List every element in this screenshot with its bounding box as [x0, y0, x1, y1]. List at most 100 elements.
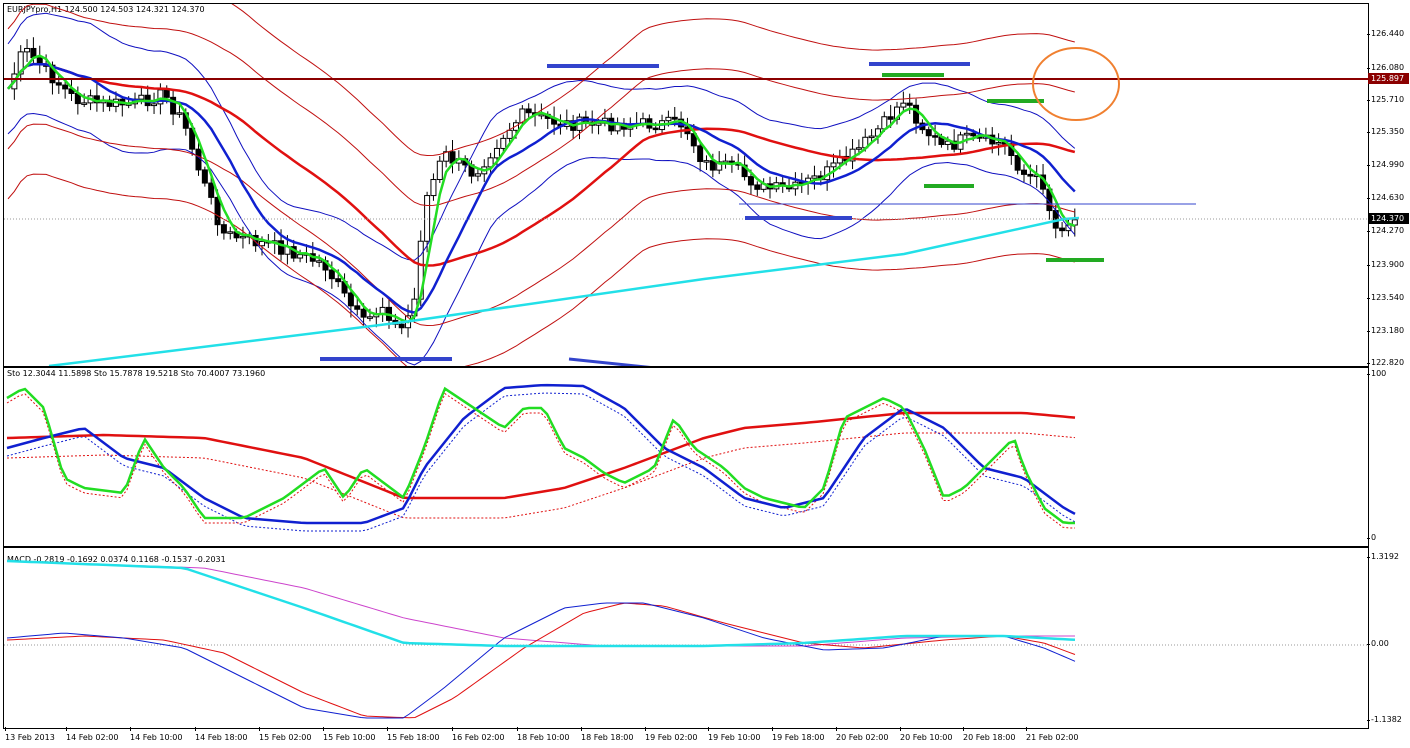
- candle-body: [49, 64, 56, 84]
- price-tick: 122.820: [1366, 358, 1405, 367]
- time-tick: 19 Feb 10:00: [708, 727, 761, 742]
- candle-body: [1027, 173, 1034, 177]
- candle-body: [811, 175, 818, 179]
- time-tick: 14 Feb 10:00: [130, 727, 183, 742]
- time-tick: 14 Feb 18:00: [195, 727, 248, 742]
- price-tick: 125.710: [1366, 95, 1405, 104]
- stochastic-svg: [6, 383, 1076, 532]
- candle-body: [201, 169, 208, 184]
- candle-body: [138, 94, 145, 100]
- macd-header: MACD -0.2819 -0.1692 0.0374 0.1168 -0.15…: [7, 555, 226, 564]
- candle-body: [855, 147, 862, 150]
- candle-body: [328, 269, 335, 280]
- candle-body: [360, 308, 367, 318]
- time-tick: 15 Feb 10:00: [323, 727, 376, 742]
- candle-body: [868, 135, 875, 139]
- price-tick: 126.440: [1366, 29, 1405, 38]
- price-tick: 123.900: [1366, 260, 1405, 269]
- candle-body: [506, 129, 513, 139]
- macd-osma-line: [6, 559, 1076, 648]
- candle-body: [525, 108, 532, 114]
- time-tick: 14 Feb 02:00: [66, 727, 119, 742]
- time-tick: 18 Feb 10:00: [517, 727, 570, 742]
- candle-body: [474, 173, 481, 177]
- time-axis: 13 Feb 2013 14 Feb 02:00 14 Feb 10:00 14 Fe…: [0, 727, 1366, 748]
- candle-body: [671, 116, 678, 120]
- stoch-slow-signal: [6, 432, 1076, 519]
- macd-axis: 1.3192 0.00 -1.1382: [1367, 547, 1410, 727]
- candle-body: [519, 108, 526, 124]
- price-tick: 124.630: [1366, 193, 1405, 202]
- stochastic-panel[interactable]: Sto 12.3044 11.5898 Sto 15.7878 19.5218 …: [3, 367, 1369, 547]
- macd-signal-line: [6, 602, 1076, 719]
- candle-body: [754, 184, 761, 190]
- candle-body: [316, 260, 323, 263]
- stoch-tick-0: 0: [1366, 533, 1377, 542]
- candle-body: [951, 140, 958, 150]
- candle-body: [195, 148, 202, 171]
- candle-body: [716, 161, 723, 171]
- candle-body: [227, 231, 234, 234]
- candle-body: [163, 89, 170, 98]
- candle-body: [252, 234, 259, 247]
- candle-body: [354, 305, 361, 310]
- candle-body: [436, 160, 443, 181]
- candle-body: [347, 292, 354, 307]
- candle-body: [443, 151, 450, 162]
- time-tick: 20 Feb 18:00: [963, 727, 1016, 742]
- candle-body: [932, 135, 939, 138]
- price-tick: 126.080: [1366, 63, 1405, 72]
- candle-body: [366, 316, 373, 319]
- divergence-line: [568, 357, 651, 366]
- candle-body: [538, 113, 545, 117]
- current-price-tag: 124.370: [1368, 213, 1409, 224]
- stoch-fast-line: [6, 386, 1075, 525]
- candle-body: [913, 104, 920, 124]
- candle-body: [278, 240, 285, 255]
- candle-body: [220, 224, 227, 234]
- envelope-upper-outer: [231, 4, 1075, 156]
- time-tick: 20 Feb 02:00: [836, 727, 889, 742]
- envelope-lower-outer: [7, 173, 1075, 366]
- candle-body: [424, 195, 431, 242]
- candle-body: [493, 147, 500, 159]
- candle-body: [430, 179, 437, 197]
- stoch-mid-line: [6, 383, 1076, 525]
- ma-mid-line: [7, 62, 1076, 314]
- candle-body: [176, 112, 183, 115]
- candle-body: [214, 196, 221, 226]
- time-tick: 19 Feb 18:00: [772, 727, 825, 742]
- candle-body: [900, 102, 907, 108]
- ma-slow-line: [7, 62, 1076, 267]
- price-tick: 124.990: [1366, 160, 1405, 169]
- candle-body: [925, 129, 932, 137]
- candle-body: [747, 176, 754, 186]
- candle-body: [970, 132, 977, 137]
- ma-fast-line: [7, 54, 1076, 324]
- candle-body: [170, 96, 177, 115]
- price-chart-panel[interactable]: EURJPYpro,H1 124.500 124.503 124.321 124…: [3, 3, 1369, 367]
- candle-body: [17, 51, 24, 75]
- candle-body: [398, 323, 405, 329]
- candle-body: [830, 162, 837, 168]
- stochastic-header: Sto 12.3044 11.5898 Sto 15.7878 19.5218 …: [7, 369, 266, 378]
- time-tick: 21 Feb 02:00: [1026, 727, 1079, 742]
- candle-body: [1021, 169, 1027, 175]
- highlight-circle: [1032, 47, 1120, 121]
- macd-main-line: [6, 602, 1076, 719]
- macd-tick-top: 1.3192: [1367, 552, 1399, 561]
- candle-body: [500, 137, 507, 149]
- macd-panel[interactable]: MACD -0.2819 -0.1692 0.0374 0.1168 -0.15…: [3, 547, 1369, 729]
- price-axis: 126.440 126.080 125.710 125.350 124.990 124.6…: [1366, 3, 1410, 367]
- candle-body: [906, 102, 913, 106]
- candle-body: [208, 182, 215, 198]
- envelope-upper-inner: [7, 4, 1075, 206]
- stoch-fast-signal: [6, 392, 1075, 529]
- price-tick: 123.540: [1366, 293, 1405, 302]
- price-chart-svg: [4, 4, 1368, 366]
- stoch-tick-100: 100: [1366, 369, 1387, 378]
- candle-body: [697, 145, 704, 162]
- candle-body: [62, 84, 69, 90]
- candle-body: [995, 141, 1002, 145]
- candle-body: [887, 116, 894, 120]
